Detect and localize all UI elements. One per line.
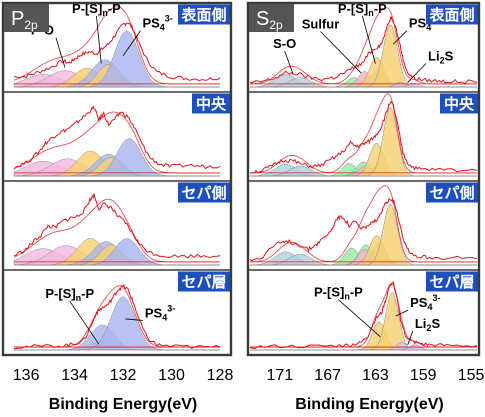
x-tick-label: 163	[362, 367, 389, 384]
annotation-leader	[407, 330, 414, 345]
x-axis-label: Binding Energy(eV)	[49, 396, 197, 413]
annotation-leader	[338, 299, 381, 337]
fit-envelope	[13, 111, 220, 174]
row-tag-bg	[440, 93, 478, 114]
annotation-label: P-[S]n-P	[72, 1, 121, 18]
row-tag-bg	[426, 4, 478, 25]
panel-frame	[246, 1, 481, 357]
x-tick-label: 171	[267, 367, 294, 384]
annotation-leader	[284, 50, 294, 74]
annotation-label: Li2S	[428, 48, 454, 65]
annotation-leader	[55, 37, 66, 68]
annotation-label: PS43-	[142, 14, 172, 33]
component-peak	[250, 344, 477, 351]
annotation-leader	[361, 15, 376, 64]
p2p-panel: P-OP-[S]n-PPS43-表面側中央セパ側P-[S]n-PPS43-セパ層…	[1, 1, 234, 413]
annotation-label: S-O	[273, 36, 296, 51]
row-tag: セパ側	[429, 184, 474, 202]
component-peak	[250, 292, 477, 351]
element-badge: S2p	[256, 8, 283, 32]
x-axis-label: Binding Energy(eV)	[295, 396, 443, 413]
element-badge-bg	[4, 4, 49, 32]
fit-envelope	[250, 7, 477, 85]
measured-spectrum	[249, 281, 478, 350]
spectrum-row-1	[13, 105, 221, 177]
annotation-label: Sulfur	[302, 17, 340, 32]
measured-spectrum	[13, 193, 221, 259]
row-tag: 表面側	[429, 6, 474, 24]
x-tick-label: 136	[13, 367, 40, 384]
spectrum-row-1	[249, 93, 478, 177]
spectrum-row-3: P-[S]n-P PS43-	[13, 283, 221, 351]
fit-envelope	[250, 283, 477, 348]
x-tick-label: 167	[314, 367, 341, 384]
element-badge: P2p	[11, 8, 38, 32]
row-tag: セパ側	[181, 184, 226, 202]
measured-spectrum	[13, 105, 221, 170]
annotation-leader	[407, 63, 427, 83]
row-tag: 表面側	[181, 6, 226, 24]
component-peak	[250, 107, 477, 177]
spectrum-row-2	[13, 193, 221, 266]
row-tag-bg	[426, 182, 478, 203]
component-peak	[14, 138, 220, 177]
fit-envelope	[250, 185, 477, 263]
x-tick-label: 130	[158, 367, 185, 384]
row-tag-bg	[178, 182, 230, 203]
row-tag: 中央	[196, 95, 227, 113]
fit-envelope	[13, 6, 220, 85]
component-peak	[250, 204, 477, 266]
component-peak	[14, 238, 220, 266]
annotation-label: PS43-	[145, 303, 175, 322]
fit-envelope	[250, 93, 477, 174]
x-tick-label: 132	[110, 367, 137, 384]
panel-frame	[1, 1, 233, 357]
component-peak	[14, 30, 220, 88]
x-tick-label: 134	[61, 367, 88, 384]
annotation-label: P-[S]n-P	[338, 1, 387, 18]
annotation-leader	[96, 15, 102, 64]
fit-envelope	[13, 198, 220, 263]
x-tick-label: 155	[458, 367, 485, 384]
annotation-leader	[395, 309, 409, 317]
annotation-leader	[393, 30, 408, 45]
row-tag: セパ層	[181, 274, 226, 291]
annotation-leader	[125, 318, 143, 321]
row-tag-bg	[426, 271, 478, 292]
x-tick-label: 128	[207, 367, 234, 384]
annotation-label: PS43-	[410, 293, 440, 312]
row-tag: セパ層	[429, 274, 474, 291]
measured-spectrum	[249, 100, 478, 174]
component-peak	[14, 296, 220, 351]
spectrum-row-2	[249, 185, 478, 266]
measured-spectrum	[249, 16, 478, 85]
row-tag-bg	[178, 4, 230, 25]
component-peak	[250, 321, 477, 351]
annotation-label: Li2S	[415, 316, 441, 333]
x-tick-label: 159	[410, 367, 437, 384]
annotation-leader	[69, 300, 100, 345]
measured-spectrum	[249, 197, 478, 262]
spectrum-row-3: P-[S]n-P PS43- Li2S	[249, 281, 478, 351]
measured-spectrum	[13, 283, 221, 350]
row-tag-bg	[192, 93, 230, 114]
annotation-leader	[320, 31, 362, 74]
annotation-leader	[122, 30, 141, 57]
element-badge-bg	[249, 4, 294, 32]
row-tag-bg	[178, 271, 230, 292]
fit-envelope	[14, 285, 220, 348]
measured-spectrum	[13, 22, 221, 82]
s2p-panel: S-OSulfurP-[S]n-PPS43-Li2S表面側中央セパ側P-[S]n…	[246, 1, 485, 413]
annotation-label: P-[S]n-P	[314, 285, 363, 302]
row-tag: 中央	[444, 95, 475, 113]
annotation-label: P-[S]n-P	[45, 286, 94, 303]
component-peak	[250, 82, 477, 88]
